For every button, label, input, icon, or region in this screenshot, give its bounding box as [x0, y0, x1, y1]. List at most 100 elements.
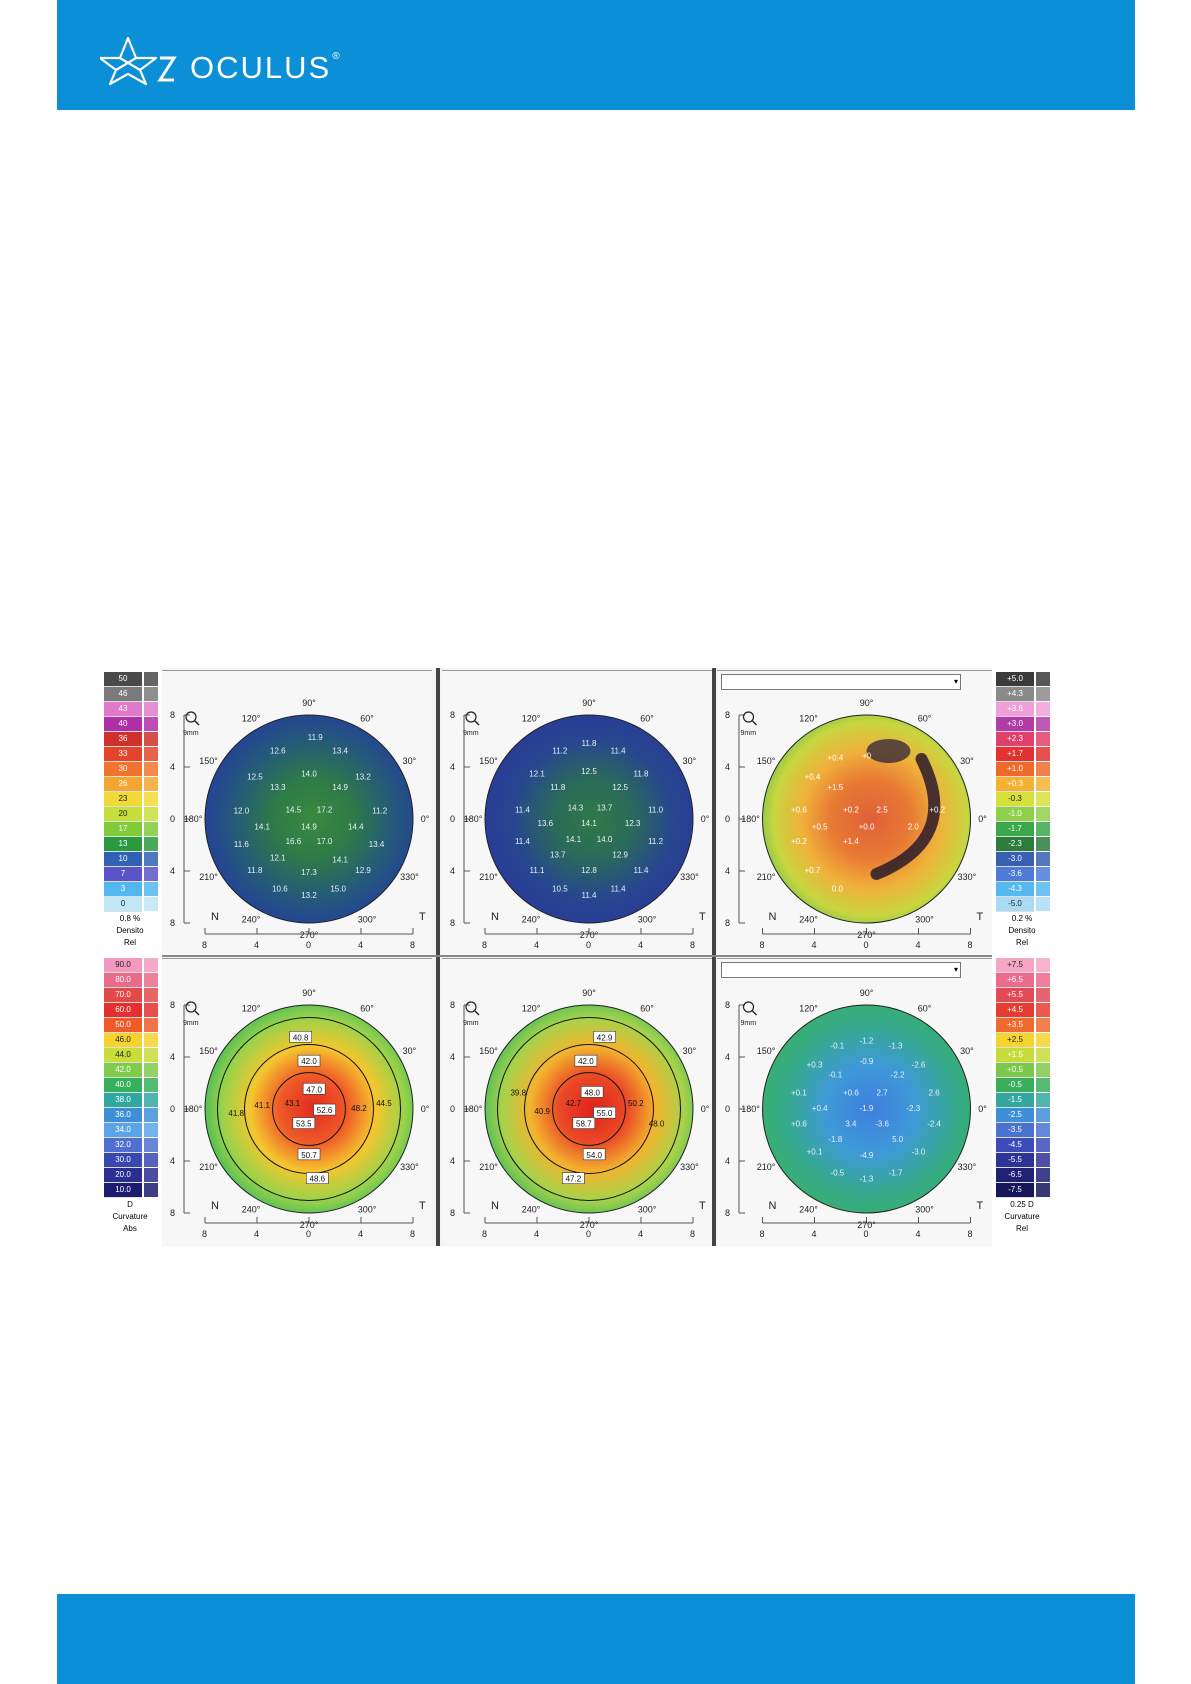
- left-scale-column: 50 46 43 40 36 33 30 26 23 20 17 13 10 7 3 0 0.8 % Densit…: [102, 668, 162, 1246]
- axis-tick-label: 8: [725, 710, 730, 720]
- axis-tick-label: 8: [968, 940, 973, 950]
- scale-swatch: [144, 702, 158, 716]
- map-value: 12.5: [581, 767, 597, 776]
- scale-step: +0.3: [996, 777, 1034, 792]
- angle-label: 240°: [522, 914, 541, 924]
- zoom-icon[interactable]: [185, 711, 200, 726]
- map-panel-density-2[interactable]: 8 4 0 4 8 8 4 0 4 8 90° 60° 30° 0° 330° 300° 270° 240° 210…: [442, 670, 712, 956]
- zoom-label: 9mm: [741, 1020, 757, 1027]
- angle-label: 90°: [860, 698, 874, 708]
- map-value: -4.9: [860, 1151, 874, 1160]
- scale-step: +4.3: [996, 687, 1034, 702]
- axis-tick-label: 4: [534, 1229, 539, 1239]
- map-value: 13.4: [332, 746, 348, 755]
- map-value: -2.6: [912, 1060, 926, 1069]
- axis-tick-label: 0: [306, 940, 311, 950]
- map-value: 11.4: [611, 885, 627, 894]
- angle-label: 0°: [421, 814, 430, 824]
- map-value: +1.5: [827, 783, 843, 792]
- angle-label: 180°: [464, 1104, 483, 1114]
- scale-swatch: [1036, 1048, 1050, 1062]
- angle-label: 60°: [360, 714, 374, 724]
- map-disc[interactable]: [762, 1004, 971, 1214]
- map-selector-dropdown[interactable]: ▾: [721, 962, 961, 978]
- axis-tick-label: 8: [170, 1208, 175, 1218]
- scale-step: 50.0: [104, 1018, 142, 1033]
- map-value: 42.0: [301, 1057, 317, 1066]
- zoom-icon[interactable]: [742, 711, 757, 726]
- map-value: 13.7: [597, 804, 613, 813]
- axis-tick-label: 4: [358, 940, 363, 950]
- angle-label: 30°: [683, 756, 697, 766]
- map-value: 11.8: [550, 783, 566, 792]
- map-disc[interactable]: [484, 714, 694, 924]
- scale-step: 20: [104, 807, 142, 822]
- map-value: 14.1: [566, 835, 582, 844]
- map-value: -0.1: [828, 1071, 842, 1080]
- scale-step: -1.7: [996, 822, 1034, 837]
- map-value: 11.8: [634, 769, 650, 778]
- scale-swatch: [144, 687, 158, 701]
- map-canvas: 8 4 0 4 8 8 4 0 4 8 90° 60° 30° 0° 330° 300° 270° 240° 210…: [450, 698, 710, 950]
- map-value: -1.8: [828, 1135, 842, 1144]
- map-value: 11.2: [552, 746, 568, 755]
- scale-swatch: [1036, 1183, 1050, 1197]
- map-panel-density-1[interactable]: 8 4 0 4 8 8 4 0 4 8 90° 60° 30° 0° 330° 300° 270° 240° 210…: [162, 670, 432, 956]
- value-box: [306, 1172, 329, 1185]
- axis-tick-label: 4: [725, 866, 730, 876]
- scale-step: 70.0: [104, 988, 142, 1003]
- map-value: 12.0: [234, 807, 250, 816]
- map-canvas: 8 4 0 4 8 8 4 0 4 8 90° 60° 30° 0° 330° 300° 270° 240° 210…: [725, 698, 987, 950]
- footer-band: [57, 1594, 1135, 1684]
- map-selector-dropdown[interactable]: ▾: [721, 674, 961, 690]
- value-box: [292, 1117, 316, 1129]
- map-value: 10.5: [552, 885, 568, 894]
- scale-step: 46: [104, 687, 142, 702]
- scale-step: +1.5: [996, 1048, 1034, 1063]
- map-value: +0.6: [791, 806, 807, 815]
- map-disc[interactable]: [484, 1004, 694, 1214]
- map-panel-curvature-1[interactable]: 8 4 0 4 8 8 4 0 4 8 90° 60° 30° 0° 330° 300° 270° 240° 210…: [162, 958, 432, 1245]
- zoom-icon[interactable]: [185, 1001, 200, 1016]
- scale-swatch: [1036, 837, 1050, 851]
- angle-label: 150°: [479, 756, 498, 766]
- angle-label: 300°: [358, 1204, 377, 1214]
- angle-label: 210°: [479, 872, 498, 882]
- map-disc[interactable]: [762, 714, 971, 924]
- map-value: -3.6: [875, 1120, 889, 1129]
- axis-tick-label: 4: [725, 1156, 730, 1166]
- map-value: -0.5: [830, 1168, 844, 1177]
- map-value: 11.2: [648, 837, 664, 846]
- axis-tick-label: 8: [968, 1229, 973, 1239]
- angle-label: 30°: [403, 1046, 417, 1056]
- angle-label: 300°: [915, 914, 934, 924]
- angle-label: 180°: [184, 814, 203, 824]
- scale-swatch: [1036, 867, 1050, 881]
- map-disc[interactable]: [204, 714, 414, 924]
- axis-tick-label: 4: [916, 1229, 921, 1239]
- scale-step: 50: [104, 672, 142, 687]
- angle-label: 210°: [199, 1162, 218, 1172]
- scale-step: -2.3: [996, 837, 1034, 852]
- scale-swatch: [1036, 822, 1050, 836]
- map-panel-density-diff[interactable]: 8 4 0 4 8 8 4 0 4 8 90° 60° 30° 0° 330° 300° 270° 240° 210…: [717, 670, 992, 956]
- map-disc[interactable]: [204, 1004, 414, 1214]
- axis-tick-label: 4: [450, 1156, 455, 1166]
- angle-label: 120°: [522, 714, 541, 724]
- map-panel-curvature-diff[interactable]: 8 4 0 4 8 8 4 0 4 8 90° 60° 30° 0° 330° 300° 270° 240° 210…: [717, 958, 992, 1245]
- scale-step: +1.7: [996, 747, 1034, 762]
- angle-label: 180°: [741, 814, 760, 824]
- axis-tick-label: 4: [638, 940, 643, 950]
- map-value: 17.3: [301, 868, 317, 877]
- scale-swatch: [144, 1123, 158, 1137]
- scale-swatch: [1036, 1003, 1050, 1017]
- zoom-icon[interactable]: [465, 711, 480, 726]
- zoom-icon[interactable]: [742, 1001, 757, 1016]
- map-panel-curvature-2[interactable]: 8 4 0 4 8 8 4 0 4 8 90° 60° 30° 0° 330° 300° 270° 240° 210…: [442, 958, 712, 1245]
- scale-swatch: [1036, 1093, 1050, 1107]
- zoom-icon[interactable]: [465, 1001, 480, 1016]
- scale-caption: Curvature: [994, 1211, 1050, 1223]
- map-value: 48.6: [310, 1175, 326, 1184]
- map-value: 13.7: [550, 850, 566, 859]
- temporal-label: T: [977, 911, 984, 923]
